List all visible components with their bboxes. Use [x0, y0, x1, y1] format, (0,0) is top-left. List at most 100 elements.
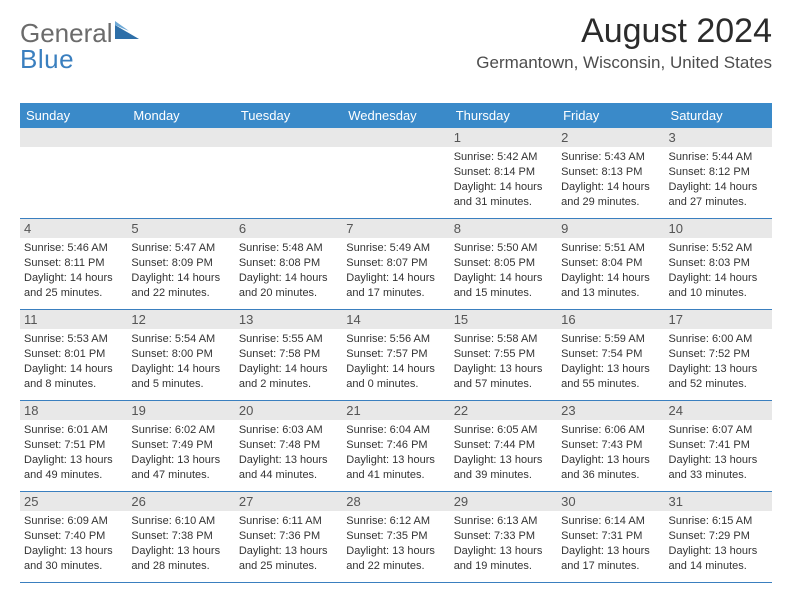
day-cell: 17Sunrise: 6:00 AMSunset: 7:52 PMDayligh… [665, 310, 772, 400]
sunset-text: Sunset: 8:04 PM [561, 256, 661, 271]
flag-icon [115, 21, 141, 46]
sunset-text: Sunset: 7:52 PM [669, 347, 769, 362]
day-number: 10 [665, 219, 772, 238]
day-info: Sunrise: 5:55 AMSunset: 7:58 PMDaylight:… [238, 332, 339, 391]
sunset-text: Sunset: 8:00 PM [131, 347, 231, 362]
day-number: 4 [20, 219, 127, 238]
sunrise-text: Sunrise: 6:09 AM [24, 514, 124, 529]
day-number: 23 [557, 401, 664, 420]
day-number: 29 [450, 492, 557, 511]
weekday-thu: Thursday [450, 103, 557, 128]
day-cell: 31 Sunrise: 6:15 AMSunset: 7:29 PMDayligh… [665, 492, 772, 582]
sunset-text: Sunset: 7:36 PM [239, 529, 339, 544]
day-info: Sunrise: 6:12 AMSunset: 7:35 PMDaylight:… [345, 514, 446, 573]
sunrise-text: Sunrise: 5:49 AM [346, 241, 446, 256]
daylight-text: Daylight: 14 hours and 0 minutes. [346, 362, 446, 392]
month-title: August 2024 [476, 12, 772, 51]
daylight-text: Daylight: 13 hours and 44 minutes. [239, 453, 339, 483]
week-row: 11Sunrise: 5:53 AMSunset: 8:01 PMDayligh… [20, 310, 772, 401]
daylight-text: Daylight: 14 hours and 17 minutes. [346, 271, 446, 301]
day-info: Sunrise: 6:02 AMSunset: 7:49 PMDaylight:… [130, 423, 231, 482]
day-number: 9 [557, 219, 664, 238]
day-cell: 1Sunrise: 5:42 AMSunset: 8:14 PMDaylight… [450, 128, 557, 218]
sunset-text: Sunset: 7:57 PM [346, 347, 446, 362]
sunset-text: Sunset: 7:43 PM [561, 438, 661, 453]
day-info: Sunrise: 5:59 AMSunset: 7:54 PMDaylight:… [560, 332, 661, 391]
day-info: Sunrise: 5:58 AMSunset: 7:55 PMDaylight:… [453, 332, 554, 391]
sunrise-text: Sunrise: 5:42 AM [454, 150, 554, 165]
day-cell: 5Sunrise: 5:47 AMSunset: 8:09 PMDaylight… [127, 219, 234, 309]
sunset-text: Sunset: 7:33 PM [454, 529, 554, 544]
day-info: Sunrise: 5:49 AMSunset: 8:07 PMDaylight:… [345, 241, 446, 300]
week-row: 4 Sunrise: 5:46 AMSunset: 8:11 PMDaylight… [20, 219, 772, 310]
day-info: Sunrise: 6:15 AMSunset: 7:29 PMDaylight:… [668, 514, 769, 573]
day-info: Sunrise: 5:54 AMSunset: 8:00 PMDaylight:… [130, 332, 231, 391]
sunset-text: Sunset: 8:07 PM [346, 256, 446, 271]
day-info: Sunrise: 5:46 AMSunset: 8:11 PMDaylight:… [23, 241, 124, 300]
day-number: 14 [342, 310, 449, 329]
day-number [342, 128, 449, 147]
weekday-sun: Sunday [20, 103, 127, 128]
sunrise-text: Sunrise: 5:50 AM [454, 241, 554, 256]
sunrise-text: Sunrise: 6:15 AM [669, 514, 769, 529]
daylight-text: Daylight: 13 hours and 17 minutes. [561, 544, 661, 574]
sunset-text: Sunset: 8:12 PM [669, 165, 769, 180]
sunset-text: Sunset: 7:40 PM [24, 529, 124, 544]
sunrise-text: Sunrise: 6:13 AM [454, 514, 554, 529]
daylight-text: Daylight: 14 hours and 31 minutes. [454, 180, 554, 210]
day-cell: 13 Sunrise: 5:55 AMSunset: 7:58 PMDayligh… [235, 310, 342, 400]
calendar-page: General August 2024 Germantown, Wisconsi… [0, 0, 792, 612]
day-info: Sunrise: 6:03 AMSunset: 7:48 PMDaylight:… [238, 423, 339, 482]
brand-word2-wrap: Blue [20, 44, 74, 75]
day-info: Sunrise: 6:13 AMSunset: 7:33 PMDaylight:… [453, 514, 554, 573]
day-number [20, 128, 127, 147]
day-cell: 19Sunrise: 6:02 AMSunset: 7:49 PMDayligh… [127, 401, 234, 491]
daylight-text: Daylight: 13 hours and 30 minutes. [24, 544, 124, 574]
weeks-container: 1Sunrise: 5:42 AMSunset: 8:14 PMDaylight… [20, 128, 772, 583]
day-cell: 15Sunrise: 5:58 AMSunset: 7:55 PMDayligh… [450, 310, 557, 400]
sunrise-text: Sunrise: 6:12 AM [346, 514, 446, 529]
day-cell: 26Sunrise: 6:10 AMSunset: 7:38 PMDayligh… [127, 492, 234, 582]
day-number: 31 [665, 492, 772, 511]
day-info: Sunrise: 5:43 AMSunset: 8:13 PMDaylight:… [560, 150, 661, 209]
daylight-text: Daylight: 14 hours and 8 minutes. [24, 362, 124, 392]
day-info: Sunrise: 5:47 AMSunset: 8:09 PMDaylight:… [130, 241, 231, 300]
sunrise-text: Sunrise: 6:02 AM [131, 423, 231, 438]
sunrise-text: Sunrise: 5:56 AM [346, 332, 446, 347]
daylight-text: Daylight: 13 hours and 19 minutes. [454, 544, 554, 574]
daylight-text: Daylight: 13 hours and 49 minutes. [24, 453, 124, 483]
day-cell: 7Sunrise: 5:49 AMSunset: 8:07 PMDaylight… [342, 219, 449, 309]
sunrise-text: Sunrise: 5:47 AM [131, 241, 231, 256]
sunrise-text: Sunrise: 5:52 AM [669, 241, 769, 256]
sunrise-text: Sunrise: 6:06 AM [561, 423, 661, 438]
daylight-text: Daylight: 13 hours and 39 minutes. [454, 453, 554, 483]
sunset-text: Sunset: 7:29 PM [669, 529, 769, 544]
day-info: Sunrise: 5:44 AMSunset: 8:12 PMDaylight:… [668, 150, 769, 209]
daylight-text: Daylight: 14 hours and 20 minutes. [239, 271, 339, 301]
day-number: 13 [235, 310, 342, 329]
sunset-text: Sunset: 7:41 PM [669, 438, 769, 453]
sunrise-text: Sunrise: 6:07 AM [669, 423, 769, 438]
day-info: Sunrise: 6:04 AMSunset: 7:46 PMDaylight:… [345, 423, 446, 482]
day-cell: 24Sunrise: 6:07 AMSunset: 7:41 PMDayligh… [665, 401, 772, 491]
day-cell: 27Sunrise: 6:11 AMSunset: 7:36 PMDayligh… [235, 492, 342, 582]
sunrise-text: Sunrise: 6:03 AM [239, 423, 339, 438]
sunset-text: Sunset: 7:38 PM [131, 529, 231, 544]
sunrise-text: Sunrise: 6:11 AM [239, 514, 339, 529]
day-cell: 22Sunrise: 6:05 AMSunset: 7:44 PMDayligh… [450, 401, 557, 491]
weekday-sat: Saturday [665, 103, 772, 128]
sunrise-text: Sunrise: 5:46 AM [24, 241, 124, 256]
day-info: Sunrise: 6:00 AMSunset: 7:52 PMDaylight:… [668, 332, 769, 391]
day-number [235, 128, 342, 147]
sunset-text: Sunset: 7:58 PM [239, 347, 339, 362]
weekday-row: Sunday Monday Tuesday Wednesday Thursday… [20, 103, 772, 128]
sunset-text: Sunset: 7:31 PM [561, 529, 661, 544]
day-cell: 11Sunrise: 5:53 AMSunset: 8:01 PMDayligh… [20, 310, 127, 400]
week-row: 18Sunrise: 6:01 AMSunset: 7:51 PMDayligh… [20, 401, 772, 492]
day-cell: 28Sunrise: 6:12 AMSunset: 7:35 PMDayligh… [342, 492, 449, 582]
sunrise-text: Sunrise: 5:51 AM [561, 241, 661, 256]
day-info: Sunrise: 5:42 AMSunset: 8:14 PMDaylight:… [453, 150, 554, 209]
day-info: Sunrise: 6:01 AMSunset: 7:51 PMDaylight:… [23, 423, 124, 482]
sunset-text: Sunset: 8:05 PM [454, 256, 554, 271]
sunrise-text: Sunrise: 6:01 AM [24, 423, 124, 438]
